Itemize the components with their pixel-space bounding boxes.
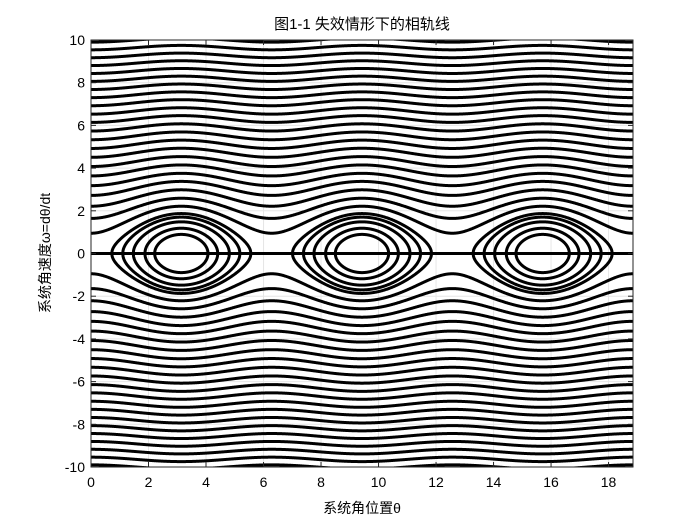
rotating-trajectory xyxy=(91,374,633,385)
rotating-trajectory xyxy=(91,59,633,68)
rotating-trajectory xyxy=(91,447,633,456)
rotating-trajectory xyxy=(91,407,633,417)
x-tick-label: 4 xyxy=(202,474,210,490)
x-tick-label: 12 xyxy=(428,474,444,490)
chart-title: 图1-1 失效情形下的相轨线 xyxy=(274,16,450,33)
rotating-trajectory xyxy=(91,287,633,311)
rotating-trajectory xyxy=(91,74,633,83)
rotating-trajectory xyxy=(91,329,633,344)
rotating-trajectory xyxy=(91,51,633,60)
rotating-trajectory xyxy=(91,66,633,75)
rotating-trajectory xyxy=(91,43,633,52)
y-tick-label: 8 xyxy=(77,75,85,91)
rotating-trajectory xyxy=(91,348,633,361)
rotating-trajectory xyxy=(91,146,633,159)
rotating-trajectory xyxy=(91,163,633,178)
rotating-trajectory xyxy=(91,399,633,409)
rotating-trajectory xyxy=(91,196,633,220)
rotating-trajectory xyxy=(91,391,633,401)
rotating-trajectory xyxy=(91,122,633,133)
rotating-trajectory xyxy=(91,130,633,142)
rotating-trajectory xyxy=(91,357,633,369)
x-tick-label: 0 xyxy=(87,474,95,490)
x-tick-label: 18 xyxy=(601,474,617,490)
y-tick-label: -2 xyxy=(73,288,86,304)
x-axis-label: 系统角位置θ xyxy=(323,500,401,516)
rotating-trajectory xyxy=(91,439,633,448)
rotating-trajectory xyxy=(91,338,633,352)
y-axis-ticks: -10 -8 -6 -4 -2 0 2 4 6 8 10 xyxy=(65,32,633,475)
rotating-trajectory xyxy=(91,272,633,303)
x-axis-ticks: 0 2 4 6 8 10 12 14 16 18 xyxy=(87,40,617,490)
rotating-trajectory xyxy=(91,90,633,100)
rotating-trajectory xyxy=(91,383,633,393)
rotating-trajectory xyxy=(91,171,633,188)
rotating-trajectory xyxy=(91,299,633,319)
rotating-trajectory xyxy=(91,188,633,208)
x-tick-label: 14 xyxy=(486,474,502,490)
rotating-trajectory xyxy=(91,455,633,464)
x-tick-label: 8 xyxy=(317,474,325,490)
x-tick-label: 2 xyxy=(145,474,153,490)
y-tick-label: 2 xyxy=(77,203,85,219)
x-tick-label: 6 xyxy=(260,474,268,490)
y-tick-label: -8 xyxy=(73,416,86,432)
x-tick-label: 16 xyxy=(543,474,559,490)
rotating-trajectory xyxy=(91,365,633,377)
y-tick-label: 4 xyxy=(77,160,85,176)
y-tick-label: 10 xyxy=(69,32,85,48)
y-tick-label: -4 xyxy=(73,331,86,347)
y-tick-label: 0 xyxy=(77,246,85,262)
y-tick-label: -6 xyxy=(73,374,86,390)
rotating-trajectory xyxy=(91,114,633,124)
rotating-trajectory xyxy=(91,432,633,441)
rotating-trajectory xyxy=(91,204,633,235)
rotating-trajectory xyxy=(91,98,633,108)
rotating-trajectory xyxy=(91,155,633,169)
x-tick-label: 10 xyxy=(371,474,387,490)
rotating-trajectory xyxy=(91,106,633,116)
rotating-trajectory xyxy=(91,310,633,328)
rotating-trajectory xyxy=(91,138,633,150)
rotating-trajectory xyxy=(91,424,633,433)
rotating-trajectory xyxy=(91,319,633,336)
rotating-trajectory xyxy=(91,415,633,425)
y-axis-label: 系统角速度ω=dθ/dt xyxy=(37,193,53,313)
y-tick-label: -10 xyxy=(65,459,85,475)
trajectory-curves xyxy=(91,40,633,467)
rotating-trajectory xyxy=(91,179,633,197)
y-tick-label: 6 xyxy=(77,117,85,133)
rotating-trajectory xyxy=(91,82,633,92)
